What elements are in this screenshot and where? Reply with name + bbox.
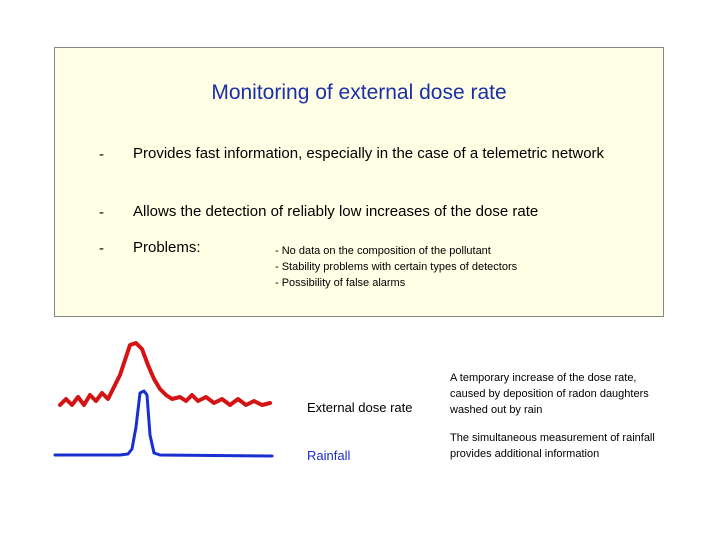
- rainfall-curve: [53, 389, 274, 458]
- bullet-dash-3: -: [99, 240, 104, 257]
- bullet-fast-information: Provides fast information, especially in…: [133, 145, 605, 162]
- bullet-problems: Problems:: [133, 239, 201, 256]
- problem-item: - No data on the composition of the poll…: [275, 245, 491, 257]
- dose-rate-note: A temporary increase of the dose rate, c…: [450, 372, 649, 416]
- curves-illustration: [53, 341, 274, 458]
- problem-item: - Possibility of false alarms: [275, 277, 406, 289]
- rainfall-label: Rainfall: [307, 448, 351, 463]
- slide-title: Monitoring of external dose rate: [211, 81, 507, 104]
- dose-rate-curve: [58, 341, 272, 407]
- problem-item: - Stability problems with certain types …: [275, 261, 518, 273]
- bullet-dash-2: -: [99, 204, 104, 221]
- dose-rate-label: External dose rate: [307, 400, 413, 415]
- bullet-low-increases: Allows the detection of reliably low inc…: [133, 203, 539, 220]
- problems-list: - No data on the composition of the poll…: [275, 243, 517, 291]
- rainfall-note: The simultaneous measurement of rainfall…: [450, 432, 655, 460]
- info-panel: Monitoring of external dose rate - Provi…: [54, 47, 664, 317]
- bullet-dash-1: -: [99, 146, 104, 163]
